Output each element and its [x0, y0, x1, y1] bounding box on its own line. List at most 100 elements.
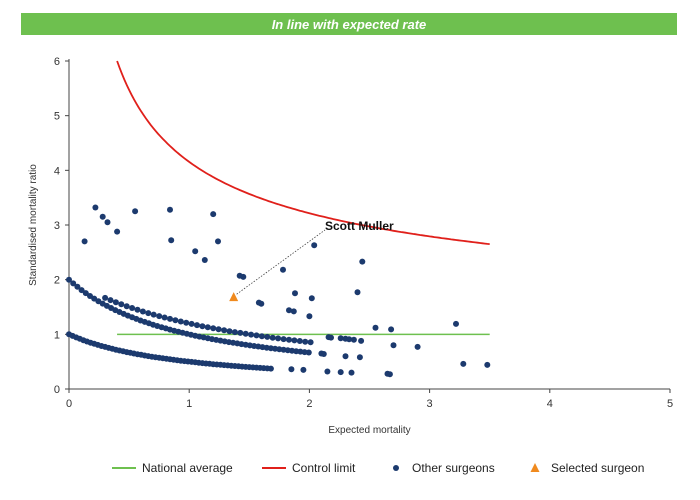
other-surgeon-point	[167, 206, 173, 213]
other-surgeon-point	[311, 242, 318, 249]
other-surgeon-point	[307, 339, 314, 346]
x-tick-label: 1	[186, 398, 192, 410]
other-surgeon-point	[240, 273, 247, 280]
other-surgeon-point	[290, 308, 297, 315]
legend-label: Other surgeons	[412, 461, 495, 475]
other-surgeon-point	[114, 228, 121, 235]
other-surgeon-point	[358, 337, 365, 344]
selected-surgeon-series: Scott Muller	[229, 219, 394, 302]
other-surgeon-point	[324, 368, 331, 375]
y-tick-label: 2	[54, 275, 60, 287]
other-surgeon-point	[161, 314, 168, 321]
other-surgeon-point	[139, 308, 146, 315]
x-tick-label: 0	[66, 398, 72, 410]
other-surgeon-point	[337, 335, 344, 342]
control-limit-series	[116, 60, 490, 245]
selected-surgeon-leader	[236, 229, 326, 295]
x-tick-label: 5	[667, 398, 673, 410]
selected-surgeon-label: Scott Muller	[325, 219, 394, 233]
other-surgeon-point	[359, 258, 366, 265]
other-surgeon-point	[150, 311, 157, 318]
other-surgeon-point	[167, 315, 173, 322]
y-axis-ticks: 0 1 2 3 4 5 6	[54, 56, 69, 396]
other-surgeon-point	[92, 204, 99, 211]
other-surgeon-point	[386, 371, 393, 378]
other-surgeon-point	[342, 353, 349, 360]
other-surgeon-point	[296, 338, 303, 344]
x-axis-ticks: 0 1 2 3 4 5	[66, 389, 673, 410]
other-surgeon-point	[280, 336, 287, 343]
other-surgeon-point	[188, 320, 195, 327]
other-surgeon-point	[356, 354, 363, 361]
other-surgeon-point	[210, 211, 217, 218]
other-surgeon-point	[346, 336, 353, 343]
control-limit-curve	[116, 60, 490, 245]
other-surgeon-point	[258, 333, 265, 340]
y-axis-label: Standardised mortality ratio	[28, 164, 39, 286]
x-tick-label: 2	[306, 398, 312, 410]
other-surgeon-point	[74, 283, 81, 290]
other-surgeon-point	[267, 365, 274, 372]
other-surgeon-point	[192, 248, 199, 255]
other-surgeon-point	[118, 301, 125, 308]
other-surgeon-point	[172, 317, 179, 324]
other-surgeon-point	[286, 307, 292, 314]
other-surgeon-point	[460, 360, 467, 367]
other-surgeon-point	[484, 361, 491, 368]
other-surgeon-point	[194, 322, 200, 329]
other-surgeon-point	[183, 319, 190, 326]
other-surgeon-point	[99, 213, 106, 220]
other-surgeon-point	[177, 318, 184, 325]
y-tick-label: 6	[54, 56, 60, 68]
other-surgeon-point	[231, 329, 238, 336]
other-surgeon-point	[104, 219, 111, 226]
status-banner: In line with expected rate	[21, 13, 677, 35]
x-tick-label: 4	[547, 398, 553, 410]
other-surgeon-point	[286, 336, 292, 343]
other-surgeon-point	[226, 328, 233, 335]
other-surgeon-point	[168, 237, 175, 244]
legend-label: Selected surgeon	[551, 461, 644, 475]
other-surgeon-point	[453, 320, 459, 327]
other-surgeon-point	[300, 366, 307, 373]
other-surgeon-point	[201, 257, 208, 263]
other-surgeon-point	[134, 306, 141, 313]
other-surgeon-point	[320, 351, 327, 357]
legend-label: National average	[142, 461, 233, 475]
x-axis-label: Expected mortality	[328, 425, 410, 436]
other-surgeon-point	[291, 337, 298, 344]
other-surgeons-series	[66, 204, 491, 378]
selected-surgeon-point[interactable]	[229, 292, 239, 302]
other-surgeon-point	[81, 238, 88, 245]
other-surgeon-point	[145, 310, 152, 317]
other-surgeon-point	[204, 324, 211, 331]
other-surgeon-point	[70, 280, 77, 287]
y-tick-label: 0	[54, 384, 60, 396]
other-surgeon-point	[66, 276, 72, 283]
legend-item-control-limit: Control limit	[262, 461, 356, 475]
other-surgeon-point	[112, 299, 119, 306]
other-surgeon-point	[348, 369, 355, 376]
other-surgeon-point	[288, 366, 295, 373]
other-surgeon-point	[354, 289, 361, 296]
other-surgeon-point	[237, 329, 244, 336]
other-surgeon-point	[221, 327, 228, 334]
other-surgeon-point	[305, 349, 312, 356]
y-tick-label: 3	[54, 220, 60, 232]
other-surgeon-point	[292, 290, 298, 297]
other-surgeon-point	[302, 338, 309, 345]
other-surgeon-point	[253, 332, 260, 339]
legend-swatch	[393, 465, 399, 471]
other-surgeon-point	[372, 324, 379, 331]
other-surgeon-point	[328, 334, 334, 341]
legend-item-national-average: National average	[112, 461, 233, 475]
other-surgeon-point	[107, 297, 114, 304]
other-surgeon-point	[306, 313, 313, 320]
legend-swatch	[530, 463, 540, 472]
other-surgeon-point	[275, 335, 282, 342]
other-surgeon-point	[82, 290, 89, 297]
other-surgeon-point	[280, 266, 286, 273]
other-surgeon-point	[414, 343, 421, 350]
other-surgeon-point	[264, 333, 271, 340]
other-surgeon-point	[199, 323, 206, 330]
